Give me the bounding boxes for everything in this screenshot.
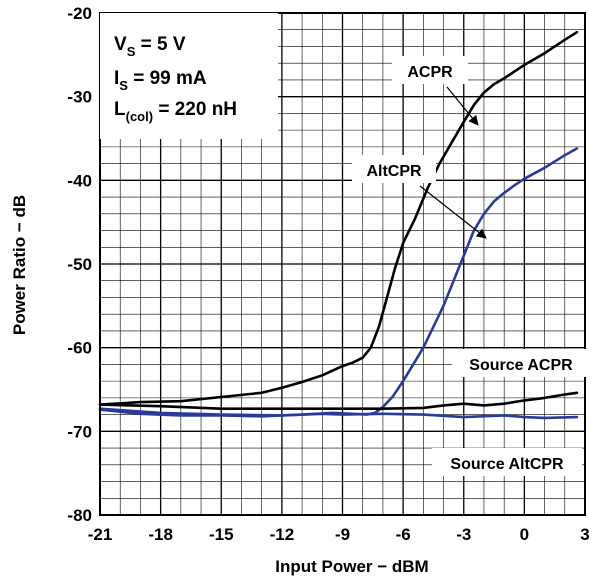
plot-frame xyxy=(99,12,586,516)
x-tick-label: -15 xyxy=(209,525,234,544)
y-tick-label: -40 xyxy=(67,171,92,190)
x-tick-label: -18 xyxy=(148,525,173,544)
x-tick-label: -9 xyxy=(335,525,350,544)
label-altcpr: AltCPR xyxy=(352,155,436,183)
y-tick-label: -60 xyxy=(67,339,92,358)
y-tick-label: -70 xyxy=(67,422,92,441)
label-acpr-text: ACPR xyxy=(407,64,453,81)
x-axis-title: Input Power − dBM xyxy=(275,557,428,576)
x-tick-label: -21 xyxy=(88,525,113,544)
series-line-acpr xyxy=(98,30,579,406)
x-tick-label: -3 xyxy=(456,525,471,544)
condition-vs: VS = 5 V xyxy=(114,34,186,59)
arrow-altcpr xyxy=(419,185,487,239)
label-source-acpr: Source ACPR xyxy=(452,349,590,377)
label-source-acpr-text: Source ACPR xyxy=(469,357,573,374)
condition-is: IS = 99 mA xyxy=(114,68,207,93)
label-acpr: ACPR xyxy=(392,56,468,84)
y-axis-title: Power Ratio − dB xyxy=(10,195,29,335)
y-tick-label: -30 xyxy=(67,88,92,107)
arrow-acpr xyxy=(446,86,479,126)
label-source-altcpr: Source AltCPR xyxy=(432,448,582,476)
tick-layer: -21 -18 -15 -12 -9 -6 -3 0 3-20-30-40-50-60-70-8… xyxy=(67,4,589,544)
conditions-box: VS = 5 V IS = 99 mA L(col) = 220 nH xyxy=(100,13,278,139)
y-tick-label: -20 xyxy=(67,4,92,23)
series-line-source-altcpr xyxy=(98,407,579,420)
label-altcpr-text: AltCPR xyxy=(366,163,422,180)
x-tick-label: 0 xyxy=(520,525,529,544)
y-tick-label: -50 xyxy=(67,255,92,274)
label-source-altcpr-text: Source AltCPR xyxy=(450,456,564,473)
x-tick-label: -6 xyxy=(396,525,411,544)
series-layer xyxy=(98,30,579,420)
y-tick-label: -80 xyxy=(67,506,92,525)
x-tick-label: -12 xyxy=(270,525,295,544)
condition-lcol: L(col) = 220 nH xyxy=(114,99,237,124)
x-tick-label: 3 xyxy=(580,525,589,544)
series-line-source-acpr xyxy=(98,391,579,410)
